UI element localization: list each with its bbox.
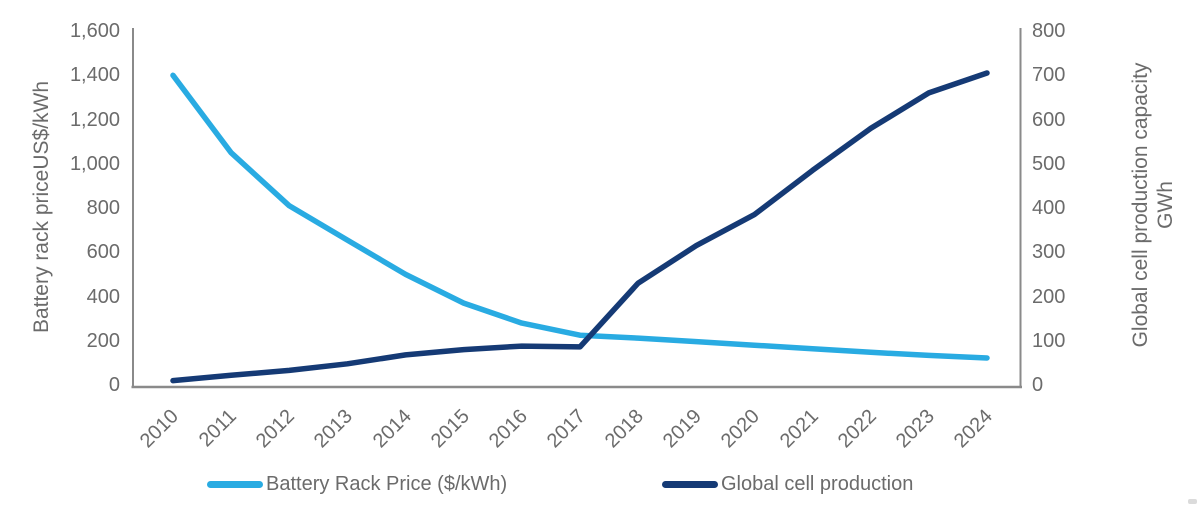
left-axis-tick-label: 1,600 [69,20,120,42]
global-cell-production-legend-swatch [662,480,718,488]
battery-rack-price-legend-swatch [207,480,263,488]
left-axis-tick-label: 0 [108,374,120,396]
right-axis-tick-label: 300 [1032,241,1066,264]
left-axis-tick-label: 400 [86,285,120,308]
right-axis-tick-label: 200 [1032,285,1066,308]
right-axis-tick-label: 0 [1032,374,1044,396]
legend-item-global-cell-production: Global cell production [662,471,913,497]
global-cell-production-line [170,70,990,384]
right-axis-tick-label: 500 [1032,152,1066,175]
right-axis-tick-label: 400 [1032,197,1066,219]
left-axis-tick-label: 600 [86,241,120,264]
legend-item-battery-rack-price: Battery Rack Price ($/kWh) [207,471,507,497]
left-axis-tick-label: 800 [86,197,120,219]
left-axis-tick-label: 200 [86,329,120,352]
left-axis-tick-label: 1,400 [69,64,120,87]
right-axis-tick-label: 700 [1032,64,1066,87]
right-axis-tick-label: 800 [1032,20,1066,42]
right-axis-tick-label: 100 [1032,329,1066,352]
global-cell-production-legend-label: Global cell production [721,473,914,495]
left-axis-tick-label: 1,000 [69,152,120,175]
battery-rack-price-line [170,72,990,361]
battery-rack-price-legend-label: Battery Rack Price ($/kWh) [266,473,508,495]
right-axis-tick-label: 600 [1032,108,1066,131]
left-axis-tick-label: 1,200 [69,108,120,131]
corner-artifact [1188,499,1197,504]
